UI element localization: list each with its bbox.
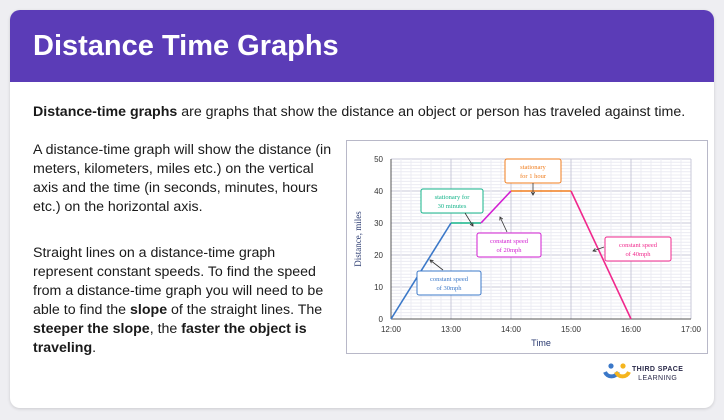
logo-text: THIRD SPACE LEARNING	[632, 365, 683, 383]
annotation-arrow	[499, 216, 508, 233]
arrow-head	[592, 248, 597, 252]
annotation-text: constant speed	[490, 238, 529, 245]
x-tick-label: 17:00	[681, 325, 702, 334]
x-tick-label: 15:00	[561, 325, 582, 334]
x-axis-label: Time	[531, 338, 551, 348]
annotation-text: stationary	[520, 164, 546, 171]
annotation-text: constant speed	[619, 242, 658, 249]
faster-object-term: faster the object is traveling	[33, 321, 307, 356]
annotation-text: of 30mph	[436, 285, 462, 292]
annotation-arrow	[429, 259, 444, 271]
x-tick-label: 12:00	[381, 325, 402, 334]
intro-term: Distance-time graphs	[33, 104, 178, 120]
intro-definition: are graphs that show the distance an obj…	[177, 104, 686, 120]
x-tick-label: 16:00	[621, 325, 642, 334]
lesson-card: Distance Time Graphs Distance-time graph…	[10, 10, 714, 408]
y-tick-label: 40	[374, 187, 383, 196]
x-tick-label: 13:00	[441, 325, 462, 334]
chart-svg: 12:00 13:00 14:00 15:00 16:00 17:00 0 10 20 30 40 5…	[353, 155, 702, 348]
annotation-text: 30 minutes	[438, 203, 467, 210]
steeper-slope-term: steeper the slope	[33, 321, 150, 337]
slope-text-2: of the straight lines. The	[167, 302, 323, 318]
slope-explanation: Straight lines on a distance-time graph …	[33, 244, 333, 358]
y-tick-label: 20	[374, 251, 383, 260]
slope-term: slope	[130, 302, 168, 318]
arrow-head	[530, 191, 536, 196]
distance-time-chart: 12:00 13:00 14:00 15:00 16:00 17:00 0 10 20 30 40 5…	[346, 140, 708, 354]
logo-line-2: LEARNING	[638, 375, 678, 382]
y-tick-label: 10	[374, 283, 383, 292]
annotation-arrow	[464, 212, 474, 227]
annotation-text: for 1 hour	[520, 173, 547, 180]
annotation-box	[604, 236, 672, 262]
annotation-arrow	[592, 246, 605, 252]
arrow-head	[499, 216, 504, 221]
y-tick-label: 0	[379, 315, 384, 324]
slope-text-4: .	[92, 340, 97, 356]
third-space-learning-logo: THIRD SPACE LEARNING	[602, 358, 712, 390]
annotation-text: of 40mph	[625, 251, 651, 258]
slope-text-1: Straight lines on a distance-time graph …	[33, 245, 324, 318]
arrow-head	[469, 222, 474, 227]
intro-text: Distance-time graphs are graphs that sho…	[33, 104, 703, 120]
arrow-head	[429, 259, 434, 264]
annotation-text: constant speed	[430, 276, 469, 283]
annotation-box	[476, 232, 542, 258]
annotation-box	[416, 270, 482, 296]
graph-segment	[570, 190, 632, 320]
x-tick-label: 14:00	[501, 325, 522, 334]
header-bar: Distance Time Graphs	[10, 10, 714, 82]
y-axis-label: Distance, miles	[353, 211, 363, 267]
axes-explanation: A distance-time graph will show the dist…	[33, 142, 332, 215]
slope-text-3: , the	[149, 321, 182, 337]
annotation-text: stationary for	[435, 194, 471, 201]
annotation-text: of 20mph	[496, 247, 522, 254]
y-tick-label: 30	[374, 219, 383, 228]
annotation-box	[420, 188, 484, 214]
y-tick-label: 50	[374, 155, 383, 164]
page-title: Distance Time Graphs	[33, 30, 339, 62]
graph-segment	[480, 190, 512, 224]
logo-line-1: THIRD SPACE	[632, 366, 684, 373]
logo-icon	[603, 363, 631, 379]
